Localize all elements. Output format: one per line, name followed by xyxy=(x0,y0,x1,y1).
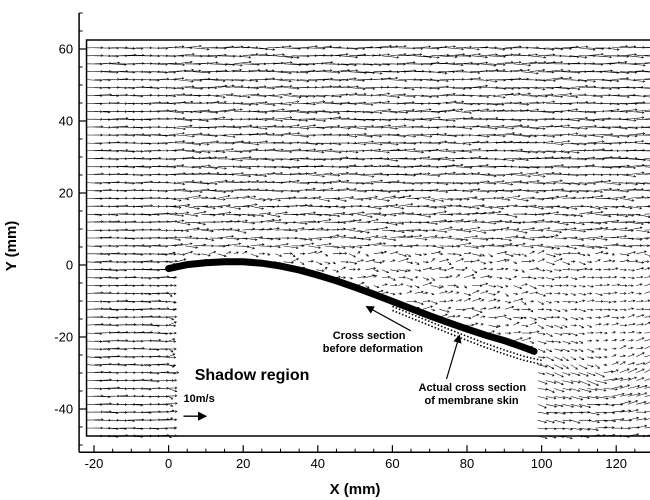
y-tick-label: 0 xyxy=(66,258,73,273)
shadow-region-label: Shadow region xyxy=(195,367,310,384)
membrane-actual-cross-section xyxy=(165,258,538,355)
membrane-before-deformation xyxy=(392,305,542,362)
y-tick-label: 60 xyxy=(59,42,73,57)
y-tick-label: -20 xyxy=(54,330,73,345)
actual-cross-section-arrow xyxy=(445,334,462,380)
x-tick-label: 40 xyxy=(311,456,325,471)
annotations: Cross section before deformation Actual cr… xyxy=(183,305,527,421)
actual-cross-section-label: Actual cross section of membrane skin xyxy=(419,382,527,407)
y-tick-label: 20 xyxy=(59,186,73,201)
x-tick-label: 80 xyxy=(460,456,474,471)
cross-section-before-line: before deformation xyxy=(323,343,424,355)
membrane-before-deformation-lower xyxy=(392,309,542,366)
x-tick-label: 20 xyxy=(236,456,250,471)
y-axis-title: Y (mm) xyxy=(3,221,20,272)
vector-arrows xyxy=(86,44,650,440)
actual-cross-section-line: of membrane skin xyxy=(425,395,519,407)
axes: -20 0 20 40 60 80 100 120 60 40 20 0 -20 -40 xyxy=(54,12,650,471)
reference-vector-label: 10m/s xyxy=(184,393,215,405)
x-tick-label: 120 xyxy=(605,456,627,471)
cross-section-before-line: Cross section xyxy=(333,330,406,342)
actual-cross-section-line: Actual cross section xyxy=(419,382,527,394)
y-tick-label: 40 xyxy=(59,114,73,129)
x-tick-label: 100 xyxy=(531,456,553,471)
x-tick-label: 0 xyxy=(165,456,172,471)
membrane-cross-sections xyxy=(165,258,542,366)
x-axis-title: X (mm) xyxy=(330,481,381,498)
cross-section-before-label: Cross section before deformation xyxy=(323,330,424,355)
plot-frame xyxy=(85,39,650,437)
velocity-vectors xyxy=(86,44,650,440)
y-tick-label: -40 xyxy=(54,402,73,417)
x-tick-label: 60 xyxy=(385,456,399,471)
shadow-region-line: Shadow region xyxy=(195,367,310,384)
measurement-window xyxy=(85,39,650,437)
x-tick-label: -20 xyxy=(85,456,104,471)
cross-section-before-arrow xyxy=(365,305,412,332)
